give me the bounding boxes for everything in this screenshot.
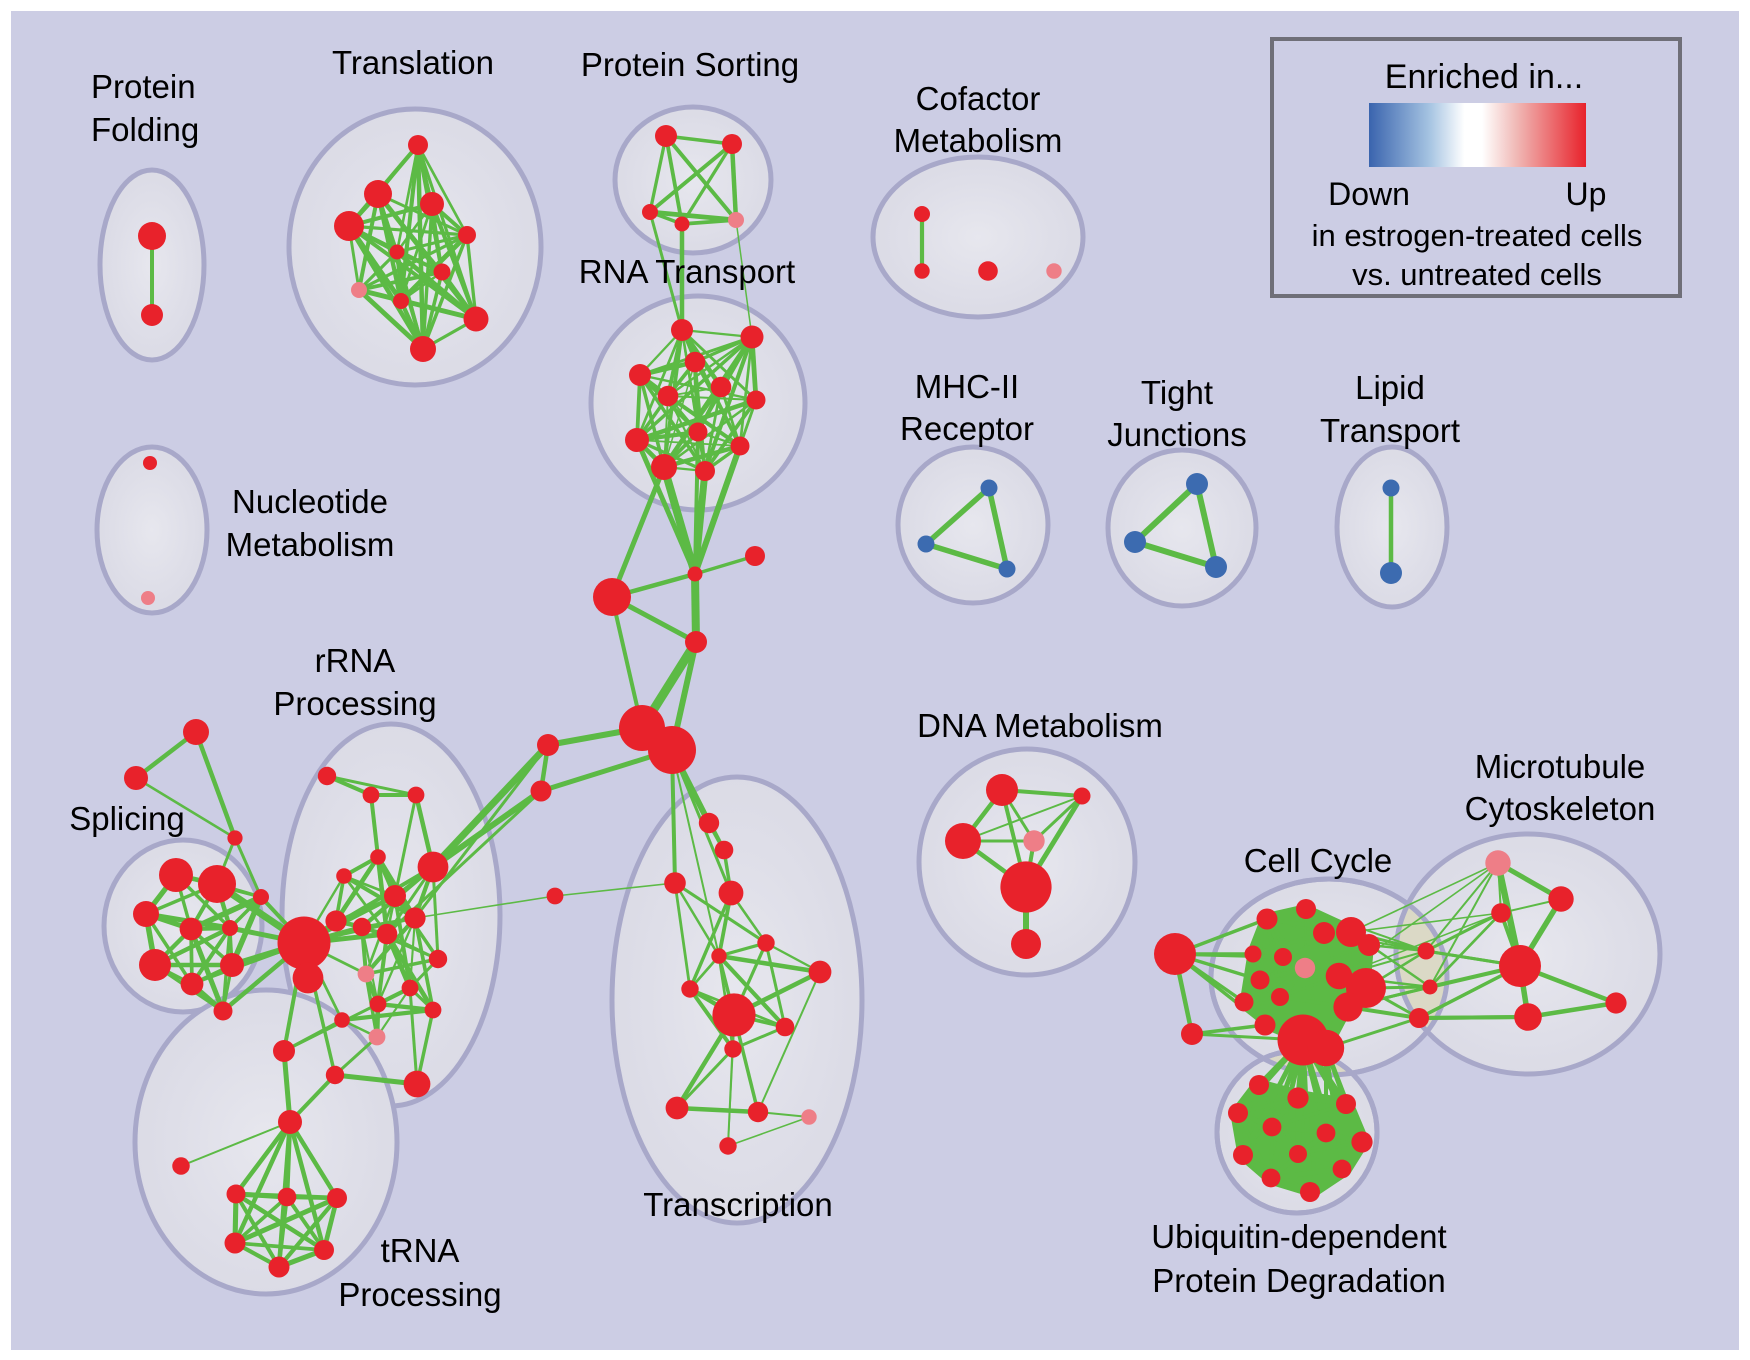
svg-text:Protein: Protein [91,68,196,105]
svg-text:Cytoskeleton: Cytoskeleton [1465,790,1656,827]
svg-text:Nucleotide: Nucleotide [232,483,388,520]
svg-text:Junctions: Junctions [1107,416,1246,453]
svg-text:Processing: Processing [273,685,436,722]
svg-text:Receptor: Receptor [900,410,1034,447]
svg-text:Tight: Tight [1141,374,1213,411]
svg-text:tRNA: tRNA [381,1232,460,1269]
svg-text:Splicing: Splicing [69,800,185,837]
svg-text:vs. untreated cells: vs. untreated cells [1352,257,1602,292]
svg-text:Processing: Processing [338,1276,501,1313]
svg-text:Cell Cycle: Cell Cycle [1244,842,1393,879]
svg-text:Transport: Transport [1320,412,1460,449]
svg-text:Transcription: Transcription [643,1186,833,1223]
svg-text:Cofactor: Cofactor [916,80,1041,117]
svg-text:RNA Transport: RNA Transport [579,253,795,290]
svg-text:Microtubule: Microtubule [1475,748,1646,785]
svg-text:Folding: Folding [91,111,199,148]
svg-text:Protein Sorting: Protein Sorting [581,46,799,83]
svg-text:Translation: Translation [332,44,494,81]
svg-text:Ubiquitin-dependent: Ubiquitin-dependent [1151,1218,1446,1255]
svg-text:rRNA: rRNA [315,642,396,679]
svg-text:Metabolism: Metabolism [226,526,395,563]
svg-text:DNA Metabolism: DNA Metabolism [917,707,1163,744]
svg-text:Down: Down [1328,176,1410,212]
svg-text:in estrogen-treated cells: in estrogen-treated cells [1312,218,1643,253]
svg-text:Enriched in...: Enriched in... [1385,58,1583,96]
svg-text:Metabolism: Metabolism [894,122,1063,159]
svg-text:Lipid: Lipid [1355,369,1425,406]
svg-text:Up: Up [1566,176,1607,212]
svg-text:Protein Degradation: Protein Degradation [1152,1262,1446,1299]
svg-text:MHC-II: MHC-II [915,368,1019,405]
